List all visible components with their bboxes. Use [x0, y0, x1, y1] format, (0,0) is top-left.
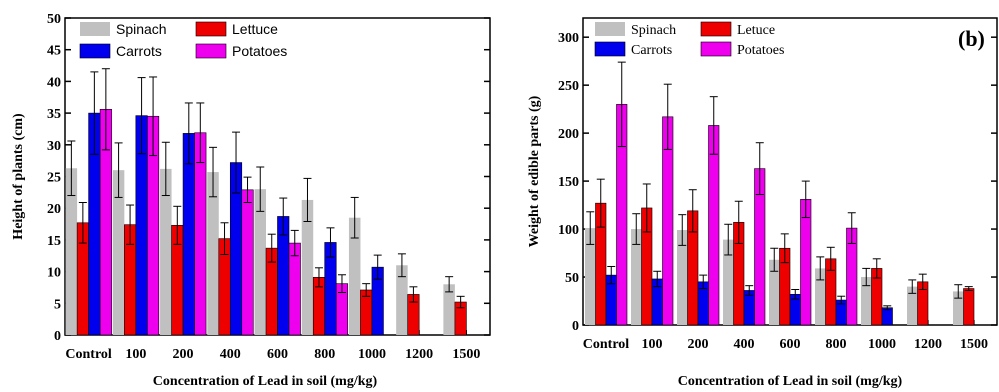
bar-spinach [301, 199, 314, 335]
bar-spinach [631, 229, 642, 325]
y-tick-label: 300 [558, 31, 579, 46]
y-tick-label: 200 [558, 127, 579, 142]
legend-label: Potatoes [232, 43, 287, 59]
bar-spinach [815, 268, 826, 325]
bar-potatoes [288, 242, 301, 336]
legend-label: Spinach [116, 21, 167, 37]
bar-spinach [907, 286, 918, 325]
legend-swatch-potatoes [700, 41, 732, 57]
y-tick-label: 150 [558, 175, 579, 190]
y-tick-label: 50 [565, 271, 579, 286]
y-axis-title: Weight of edible parts (g) [527, 95, 542, 247]
legend-label: Letuce [737, 23, 775, 38]
y-tick-label: 100 [558, 223, 579, 238]
bar-spinach [677, 230, 688, 325]
y-tick-label: 0 [54, 329, 61, 344]
y-tick-label: 5 [54, 297, 61, 312]
y-tick-label: 15 [47, 234, 61, 249]
x-tick-label: 1000 [358, 347, 386, 362]
legend-label: Carrots [631, 43, 672, 58]
bar-potatoes [241, 189, 254, 336]
bar-spinach [396, 265, 408, 335]
x-tick-label: 1500 [452, 347, 480, 362]
panel-a: 0 5 10 15 20 25 30 35 40 45 50 Control 100 200 400 600 8… [11, 12, 491, 389]
bar-potatoes [800, 199, 812, 326]
legend-swatch-carrots [79, 43, 111, 59]
x-tick-label: 1200 [914, 337, 942, 352]
y-tick-label: 20 [47, 202, 61, 217]
bar-spinach [254, 189, 266, 335]
bar-spinach [207, 172, 219, 335]
x-tick-label: 200 [173, 347, 194, 362]
y-tick-label: 25 [47, 171, 61, 186]
bar-spinach [585, 228, 596, 325]
legend-swatch-letuce [700, 21, 732, 37]
x-tick-label: 200 [688, 337, 709, 352]
y-tick-label: 35 [47, 107, 61, 122]
x-tick-label: 800 [314, 347, 335, 362]
panel-label: (b) [958, 26, 985, 51]
x-tick-label: 100 [125, 347, 146, 362]
legend-swatch-potatoes [195, 43, 227, 59]
bar-letuce [963, 288, 975, 326]
x-tick-label: 400 [734, 337, 755, 352]
x-axis-title: Concentration of Lead in soil (mg/kg) [153, 374, 378, 389]
legend-label: Carrots [116, 43, 162, 59]
bar-carrots [881, 307, 893, 326]
y-tick-label: 10 [47, 266, 61, 281]
legend-label: Spinach [631, 23, 676, 38]
x-tick-label: 1000 [868, 337, 896, 352]
x-tick-label: 400 [220, 347, 241, 362]
x-tick-label: Control [65, 347, 112, 362]
legend-label: Potatoes [737, 43, 784, 58]
bar-spinach [953, 291, 964, 325]
x-tick-label: 800 [826, 337, 847, 352]
bar-spinach [160, 168, 172, 335]
y-tick-label: 45 [47, 44, 61, 59]
x-tick-label: Control [583, 337, 630, 352]
y-tick-label: 40 [47, 75, 61, 90]
y-tick-label: 250 [558, 79, 579, 94]
y-tick-label: 0 [572, 319, 579, 334]
y-tick-label: 50 [47, 12, 61, 27]
legend-swatch-carrots [594, 41, 626, 57]
bar-spinach [723, 239, 734, 325]
bar-spinach [443, 284, 455, 335]
x-tick-label: 1200 [405, 347, 433, 362]
legend-swatch-lettuce [195, 21, 227, 37]
legend-swatch-spinach [80, 22, 110, 36]
bar-spinach [348, 217, 361, 335]
x-axis-title: Concentration of Lead in soil (mg/kg) [678, 374, 903, 389]
legend-label: Lettuce [232, 21, 278, 37]
panel-b: 0 50 100 150 200 250 300 Control 100 200 400 600 800… [527, 17, 998, 389]
x-tick-label: 600 [780, 337, 801, 352]
bar-spinach [112, 170, 125, 335]
bar-potatoes [194, 132, 207, 336]
x-tick-label: 100 [642, 337, 663, 352]
y-axis-title: Height of plants (cm) [11, 113, 26, 240]
x-tick-label: 600 [267, 347, 288, 362]
legend-swatch-spinach [595, 22, 625, 36]
bar-potatoes [708, 125, 720, 326]
x-tick-label: 1500 [960, 337, 988, 352]
bar-spinach [65, 168, 78, 335]
bar-spinach [861, 277, 872, 325]
y-tick-label: 30 [47, 139, 61, 154]
bar-spinach [769, 259, 780, 325]
